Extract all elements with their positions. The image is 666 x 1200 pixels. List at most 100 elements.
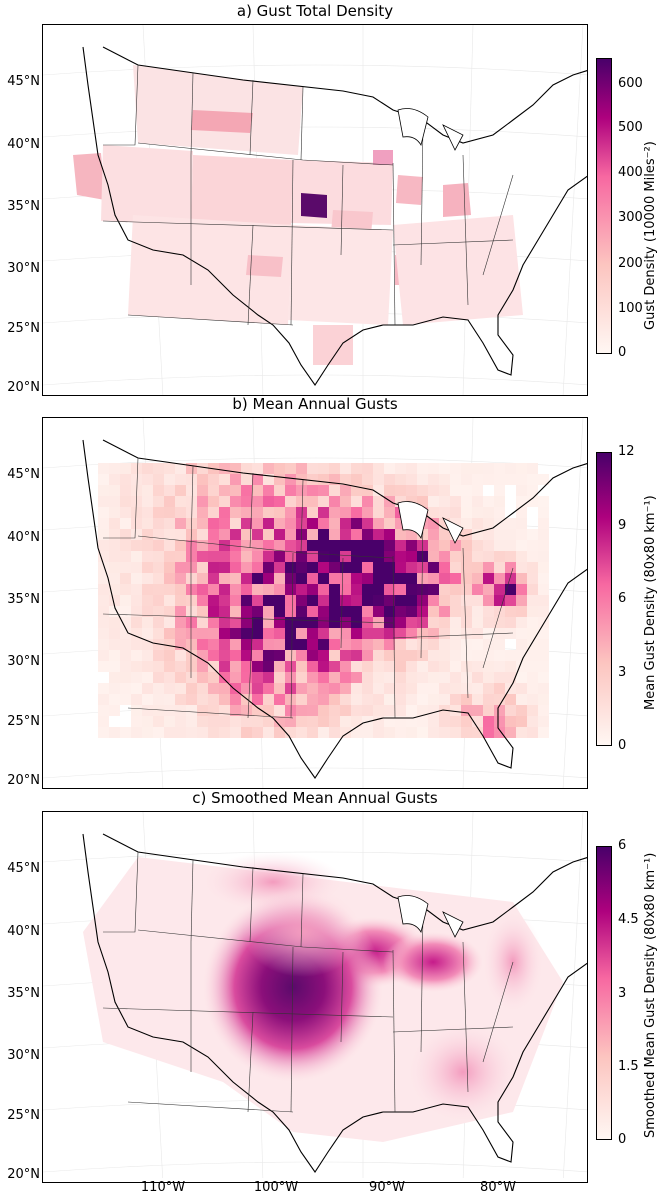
- grid-cell: [428, 716, 439, 727]
- grid-cell: [164, 639, 175, 650]
- grid-cell: [439, 683, 450, 694]
- grid-cell: [263, 617, 274, 628]
- grid-cell: [428, 573, 439, 584]
- grid-cell: [373, 463, 384, 474]
- grid-cell: [439, 606, 450, 617]
- grid-cell: [516, 628, 527, 639]
- grid-cell: [285, 595, 296, 606]
- grid-cell: [329, 540, 340, 551]
- grid-cell: [263, 573, 274, 584]
- grid-cell: [329, 606, 340, 617]
- lat-tick: 20°N: [7, 773, 40, 788]
- grid-cell: [428, 529, 439, 540]
- grid-cell: [263, 529, 274, 540]
- grid-cell: [450, 694, 461, 705]
- grid-cell: [318, 694, 329, 705]
- grid-cell: [395, 551, 406, 562]
- grid-cell: [263, 705, 274, 716]
- grid-cell: [164, 694, 175, 705]
- grid-cell: [153, 617, 164, 628]
- grid-cell: [395, 518, 406, 529]
- grid-cell: [274, 485, 285, 496]
- grid-cell: [175, 507, 186, 518]
- panel-c-map: [42, 811, 588, 1183]
- cbar-tick: 300: [618, 210, 643, 225]
- grid-cell: [373, 485, 384, 496]
- grid-cell: [505, 584, 516, 595]
- grid-cell: [428, 727, 439, 738]
- grid-cell: [197, 529, 208, 540]
- grid-cell: [450, 496, 461, 507]
- grid-cell: [208, 661, 219, 672]
- grid-cell: [241, 485, 252, 496]
- grid-cell: [527, 628, 538, 639]
- cbar-tick: 0: [618, 1132, 627, 1147]
- grid-cell: [296, 705, 307, 716]
- grid-cell: [142, 551, 153, 562]
- grid-cell: [307, 507, 318, 518]
- grid-cell: [241, 540, 252, 551]
- grid-cell: [395, 639, 406, 650]
- grid-cell: [285, 639, 296, 650]
- state-border: [340, 557, 344, 649]
- grid-cell: [296, 617, 307, 628]
- grid-cell: [318, 474, 329, 485]
- grid-cell: [428, 639, 439, 650]
- grid-cell: [494, 540, 505, 551]
- grid-cell: [131, 683, 142, 694]
- grid-cell: [274, 474, 285, 485]
- grid-cell: [340, 463, 351, 474]
- grid-cell: [329, 573, 340, 584]
- cbar-tick: 3: [618, 986, 627, 1001]
- grid-cell: [153, 540, 164, 551]
- grid-cell: [208, 496, 219, 507]
- grid-cell: [120, 540, 131, 551]
- grid-cell: [538, 639, 549, 650]
- grid-cell: [153, 705, 164, 716]
- grid-cell: [131, 672, 142, 683]
- grid-cell: [384, 727, 395, 738]
- grid-cell: [109, 584, 120, 595]
- grid-cell: [406, 529, 417, 540]
- grid-cell: [450, 639, 461, 650]
- grid-cell: [197, 463, 208, 474]
- grid-cell: [406, 694, 417, 705]
- state-border: [300, 479, 304, 554]
- state-border: [462, 941, 469, 1093]
- grid-cell: [208, 694, 219, 705]
- grid-cell: [351, 716, 362, 727]
- grid-cell: [197, 507, 208, 518]
- grid-cell: [252, 540, 263, 551]
- grid-cell: [472, 584, 483, 595]
- graticule-line: [43, 64, 587, 76]
- grid-cell: [384, 606, 395, 617]
- grid-cell: [164, 529, 175, 540]
- grid-cell: [230, 474, 241, 485]
- lon-tick: 100°W: [253, 1180, 299, 1195]
- grid-cell: [120, 617, 131, 628]
- grid-cell: [395, 562, 406, 573]
- grid-cell: [428, 485, 439, 496]
- grid-cell: [274, 683, 285, 694]
- grid-cell: [472, 507, 483, 518]
- grid-cell: [373, 716, 384, 727]
- grid-cell: [527, 540, 538, 551]
- state-border: [462, 547, 469, 699]
- grid-cell: [230, 485, 241, 496]
- grid-cell: [527, 650, 538, 661]
- grid-cell: [461, 540, 472, 551]
- grid-cell: [428, 496, 439, 507]
- grid-cell: [142, 562, 153, 573]
- grid-cell: [219, 628, 230, 639]
- grid-cell: [395, 694, 406, 705]
- grid-cell: [351, 606, 362, 617]
- grid-cell: [527, 672, 538, 683]
- grid-cell: [197, 540, 208, 551]
- grid-cell: [164, 672, 175, 683]
- grid-cell: [153, 727, 164, 738]
- grid-cell: [417, 705, 428, 716]
- grid-cell: [318, 584, 329, 595]
- grid-cell: [98, 716, 109, 727]
- grid-cell: [252, 683, 263, 694]
- great-lakes: [397, 895, 464, 938]
